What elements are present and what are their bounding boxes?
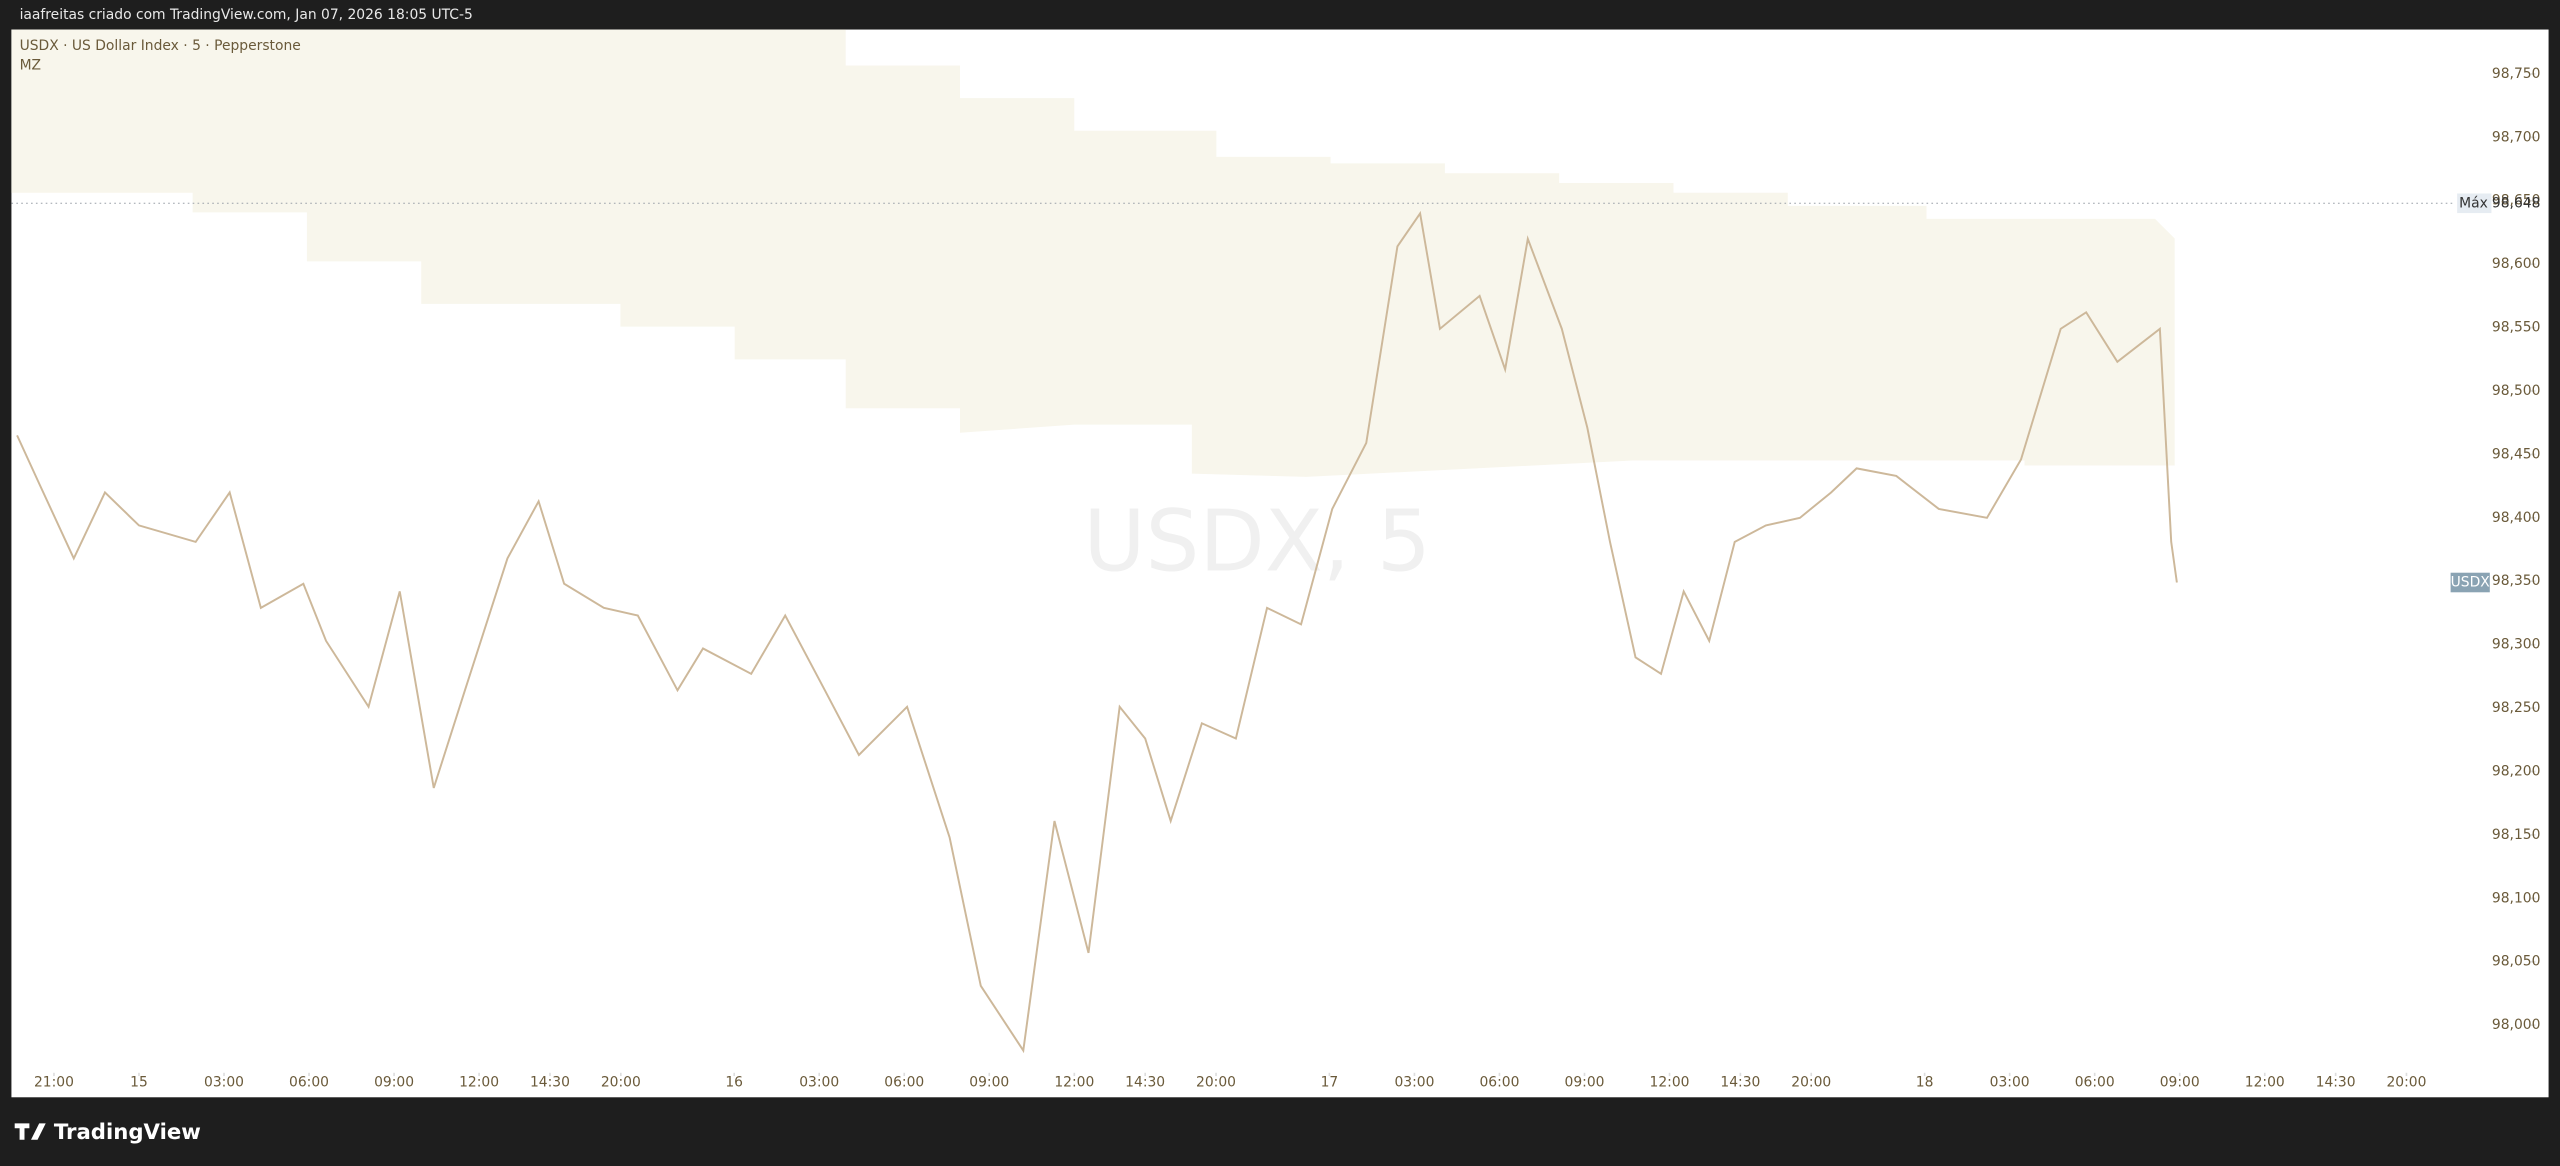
- y-tick-label: 98,750: [2492, 66, 2541, 82]
- x-tick-label: 14:30: [1720, 1075, 1760, 1091]
- x-tick-label: 18: [1916, 1075, 1934, 1091]
- x-tick-label: 15: [130, 1075, 148, 1091]
- x-tick-label: 12:00: [1054, 1075, 1094, 1091]
- brand-name: TradingView: [54, 1120, 201, 1145]
- symbol-legend: USDX · US Dollar Index · 5 · Pepperstone: [20, 38, 301, 54]
- x-tick-label: 09:00: [1565, 1075, 1605, 1091]
- y-tick-label: 98,100: [2492, 890, 2541, 906]
- brand: TradingView: [14, 1120, 201, 1145]
- x-tick-label: 09:00: [374, 1075, 414, 1091]
- x-tick-label: 16: [725, 1075, 743, 1091]
- y-tick-label: 98,200: [2492, 763, 2541, 779]
- x-tick-label: 20:00: [2386, 1075, 2426, 1091]
- x-tick-label: 09:00: [2160, 1075, 2200, 1091]
- x-tick-label: 20:00: [1196, 1075, 1236, 1091]
- x-tick-label: 03:00: [204, 1075, 244, 1091]
- y-tick-label: 98,600: [2492, 256, 2541, 272]
- x-tick-label: 14:30: [1125, 1075, 1165, 1091]
- x-tick-label: 06:00: [289, 1075, 329, 1091]
- brand-logo: [14, 1123, 46, 1140]
- y-tick-label: 98,000: [2492, 1017, 2541, 1033]
- y-tick-label: 98,650: [2492, 193, 2541, 209]
- x-tick-label: 21:00: [34, 1075, 74, 1091]
- y-tick-label: 98,400: [2492, 510, 2541, 526]
- x-tick-label: 09:00: [969, 1075, 1009, 1091]
- y-tick-label: 98,350: [2492, 573, 2541, 589]
- y-tick-label: 98,550: [2492, 320, 2541, 336]
- x-tick-label: 06:00: [2075, 1075, 2115, 1091]
- max-label: Máx: [2459, 195, 2488, 211]
- max-tag: [2457, 193, 2492, 214]
- x-tick-label: 06:00: [1479, 1075, 1519, 1091]
- last-price-tag: [2450, 572, 2490, 593]
- x-tick-label: 03:00: [1394, 1075, 1434, 1091]
- x-tick-label: 20:00: [1791, 1075, 1831, 1091]
- x-tick-label: 12:00: [459, 1075, 499, 1091]
- header-text: iaafreitas criado com TradingView.com, J…: [20, 7, 473, 23]
- x-tick-label: 14:30: [2316, 1075, 2356, 1091]
- x-tick-label: 12:00: [1650, 1075, 1690, 1091]
- x-tick-label: 12:00: [2245, 1075, 2285, 1091]
- x-tick-label: 14:30: [530, 1075, 570, 1091]
- y-tick-label: 98,500: [2492, 383, 2541, 399]
- indicator-legend: MZ: [20, 57, 41, 73]
- x-tick-label: 03:00: [1990, 1075, 2030, 1091]
- max-value: 98,648: [2492, 195, 2541, 211]
- y-tick-label: 98,450: [2492, 446, 2541, 462]
- y-tick-label: 98,300: [2492, 637, 2541, 653]
- last-price-name: USDX: [2451, 575, 2491, 591]
- x-tick-label: 17: [1321, 1075, 1339, 1091]
- x-tick-label: 06:00: [884, 1075, 924, 1091]
- y-tick-label: 98,150: [2492, 827, 2541, 843]
- zone-band: [11, 29, 2175, 477]
- watermark: USDX, 5: [1083, 493, 1430, 592]
- y-tick-label: 98,050: [2492, 954, 2541, 970]
- y-tick-label: 98,700: [2492, 129, 2541, 145]
- x-tick-label: 20:00: [601, 1075, 641, 1091]
- price-line: [16, 210, 2178, 1054]
- y-tick-label: 98,250: [2492, 700, 2541, 716]
- x-tick-label: 03:00: [799, 1075, 839, 1091]
